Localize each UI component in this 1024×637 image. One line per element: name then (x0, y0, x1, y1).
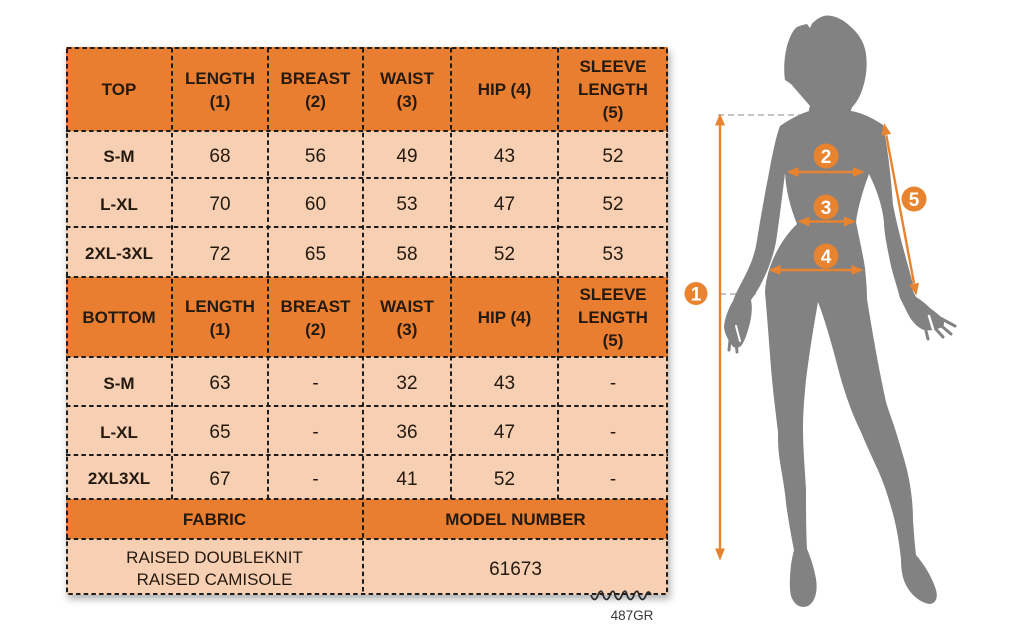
svg-text:1: 1 (691, 285, 702, 306)
svg-text:5: 5 (909, 190, 920, 211)
svg-text:2: 2 (821, 147, 832, 168)
svg-text:4: 4 (821, 247, 832, 268)
svg-text:3: 3 (821, 198, 832, 219)
